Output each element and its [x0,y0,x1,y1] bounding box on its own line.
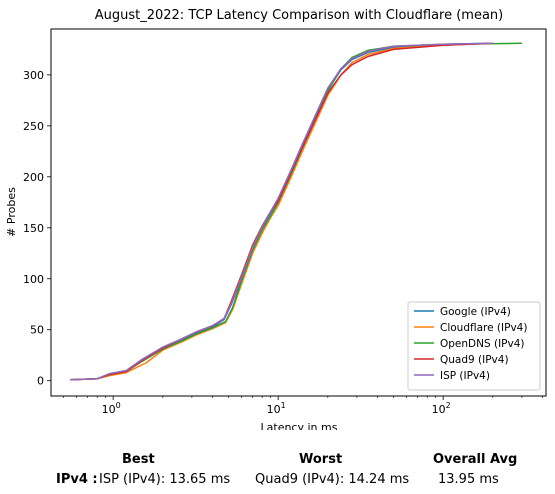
x-axis-label: Latency in ms [261,421,338,430]
y-tick-label: 50 [30,324,44,337]
chart-title: August_2022: TCP Latency Comparison with… [95,8,504,23]
y-tick-label: 300 [23,69,44,82]
series-line-4 [70,42,493,381]
y-tick-label: 250 [23,120,44,133]
legend-label-0: Google (IPv4) [440,306,511,318]
x-tick-label: 101 [267,401,286,416]
ipv4-row-label: IPv4 : [56,472,98,487]
x-tick-label: 100 [102,401,121,416]
legend-label-2: OpenDNS (IPv4) [440,338,525,350]
series-layer [70,42,522,381]
series-line-1 [70,42,493,381]
y-tick-label: 100 [23,273,44,286]
legend-label-4: ISP (IPv4) [440,370,490,382]
y-axis-ticks: 0 50 100 150 200 250 300 [23,69,51,388]
worst-header: Worst [299,452,343,467]
y-tick-label: 150 [23,222,44,235]
plot-frame [50,28,547,397]
latency-chart: August_2022: TCP Latency Comparison with… [5,8,547,430]
legend-box [407,301,541,391]
y-tick-label: 0 [37,375,44,388]
worst-value: Quad9 (IPv4): 14.24 ms [255,472,410,487]
best-value: ISP (IPv4): 13.65 ms [99,472,231,487]
legend-label-1: Cloudflare (IPv4) [440,322,527,334]
legend-label-3: Quad9 (IPv4) [440,354,509,366]
x-tick-label: 102 [432,401,451,416]
x-axis-ticks: 100 101 102 [63,396,543,416]
y-tick-label: 200 [23,171,44,184]
legend: Google (IPv4) Cloudflare (IPv4) OpenDNS (I… [407,301,541,391]
overall-avg-header: Overall Avg [433,452,518,467]
y-axis-label: # Probes [5,187,18,237]
overall-avg-value: 13.95 ms [438,472,499,487]
best-header: Best [122,452,155,467]
